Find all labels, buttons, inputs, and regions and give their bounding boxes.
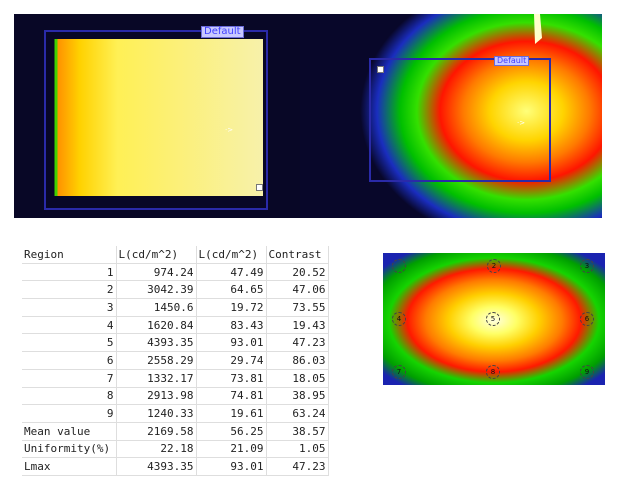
- heatmap-point-7[interactable]: 7: [392, 365, 406, 379]
- table-row: 5 4393.35 93.01 47.23: [22, 333, 329, 353]
- secondary-luminance-cell: 19.61: [196, 404, 267, 423]
- right-region-corner-marker[interactable]: [377, 66, 384, 73]
- uniform-luminance-panel: [55, 39, 263, 196]
- secondary-luminance-column-header: L(cd/m^2): [196, 246, 267, 264]
- table-row: 7 1332.17 73.81 18.05: [22, 369, 329, 388]
- region-cell: 2: [22, 280, 117, 300]
- luminance-cell: 2169.58: [116, 422, 197, 441]
- contrast-cell: 47.06: [266, 280, 329, 300]
- left-measurement-region[interactable]: [44, 30, 268, 210]
- region-column-header: Region: [22, 246, 117, 264]
- left-region-corner-marker[interactable]: [256, 184, 263, 191]
- region-cell: 8: [22, 387, 117, 406]
- table-row: 9 1240.33 19.61 63.24: [22, 404, 329, 423]
- secondary-luminance-cell: 19.72: [196, 298, 267, 317]
- contrast-cell: 1.05: [266, 440, 329, 459]
- region-cell: 5: [22, 333, 117, 353]
- region-cell: 6: [22, 351, 117, 370]
- secondary-luminance-cell: 93.01: [196, 333, 267, 353]
- contrast-cell: 18.05: [266, 369, 329, 388]
- contrast-cell: 20.52: [266, 263, 329, 282]
- bright-spot-artifact: [534, 14, 542, 44]
- secondary-luminance-cell: 74.81: [196, 387, 267, 406]
- luminance-heatmap: 2 3 4 5 6 7 8 9: [383, 253, 605, 385]
- left-center-marker: ·>: [225, 126, 233, 134]
- table-row: 3 1450.6 19.72 73.55: [22, 298, 329, 317]
- luminance-cell: 1332.17: [116, 369, 197, 388]
- contrast-cell: 19.43: [266, 316, 329, 335]
- luminance-cell: 2558.29: [116, 351, 197, 370]
- region-cell: 4: [22, 316, 117, 335]
- contrast-cell: 86.03: [266, 351, 329, 370]
- contrast-cell: 38.57: [266, 422, 329, 441]
- summary-label-cell: Uniformity(%): [22, 440, 117, 459]
- heatmap-point-6[interactable]: 6: [580, 312, 594, 326]
- secondary-luminance-cell: 21.09: [196, 440, 267, 459]
- contrast-column-header: Contrast: [266, 246, 329, 264]
- contrast-cell: 63.24: [266, 404, 329, 423]
- contrast-cell: 38.95: [266, 387, 329, 406]
- heatmap-point-1[interactable]: [392, 259, 406, 273]
- summary-label-cell: Mean value: [22, 422, 117, 441]
- luminance-capture-image: ·> ·> Default Default: [14, 14, 602, 218]
- right-measurement-region[interactable]: [369, 58, 551, 182]
- luminance-cell: 1240.33: [116, 404, 197, 423]
- heatmap-point-4[interactable]: 4: [392, 312, 406, 326]
- summary-label-cell: Lmax: [22, 457, 117, 476]
- secondary-luminance-cell: 56.25: [196, 422, 267, 441]
- left-region-label[interactable]: Default: [201, 26, 244, 38]
- luminance-cell: 1620.84: [116, 316, 197, 335]
- secondary-luminance-cell: 47.49: [196, 263, 267, 282]
- luminance-cell: 22.18: [116, 440, 197, 459]
- region-cell: 9: [22, 404, 117, 423]
- summary-row: Lmax 4393.35 93.01 47.23: [22, 457, 329, 476]
- luminance-cell: 2913.98: [116, 387, 197, 406]
- secondary-luminance-cell: 73.81: [196, 369, 267, 388]
- luminance-column-header: L(cd/m^2): [116, 246, 197, 264]
- heatmap-point-2[interactable]: 2: [487, 259, 501, 273]
- results-table-header: Region L(cd/m^2) L(cd/m^2) Contrast: [22, 246, 329, 264]
- table-row: 8 2913.98 74.81 38.95: [22, 387, 329, 406]
- table-row: 2 3042.39 64.65 47.06: [22, 280, 329, 300]
- luminance-cell: 974.24: [116, 263, 197, 282]
- capture-canvas: ·> ·>: [14, 14, 602, 218]
- region-cell: 7: [22, 369, 117, 388]
- contrast-cell: 73.55: [266, 298, 329, 317]
- table-row: 4 1620.84 83.43 19.43: [22, 316, 329, 335]
- table-row: 6 2558.29 29.74 86.03: [22, 351, 329, 370]
- secondary-luminance-cell: 93.01: [196, 457, 267, 476]
- heatmap-point-3[interactable]: 3: [580, 259, 594, 273]
- heatmap-point-5[interactable]: 5: [486, 312, 500, 326]
- table-row: 1 974.24 47.49 20.52: [22, 263, 329, 282]
- contrast-cell: 47.23: [266, 333, 329, 353]
- heatmap-point-9[interactable]: 9: [580, 365, 594, 379]
- secondary-luminance-cell: 64.65: [196, 280, 267, 300]
- region-cell: 1: [22, 263, 117, 282]
- luminance-cell: 4393.35: [116, 457, 197, 476]
- region-cell: 3: [22, 298, 117, 317]
- table-header-row: Region L(cd/m^2) L(cd/m^2) Contrast: [22, 246, 329, 264]
- luminance-cell: 3042.39: [116, 280, 197, 300]
- luminance-cell: 4393.35: [116, 333, 197, 353]
- luminance-cell: 1450.6: [116, 298, 197, 317]
- right-region-label[interactable]: Default: [494, 56, 530, 66]
- results-table: Region L(cd/m^2) L(cd/m^2) Contrast 1 974…: [22, 246, 329, 476]
- contrast-cell: 47.23: [266, 457, 329, 476]
- secondary-luminance-cell: 29.74: [196, 351, 267, 370]
- right-center-marker: ·>: [517, 119, 525, 127]
- results-table-body: 1 974.24 47.49 20.52 2 3042.39 64.65 47.06 3 14…: [22, 263, 329, 476]
- summary-row: Uniformity(%) 22.18 21.09 1.05: [22, 440, 329, 459]
- heatmap-point-8[interactable]: 8: [486, 365, 500, 379]
- secondary-luminance-cell: 83.43: [196, 316, 267, 335]
- heat-background-glow: [300, 14, 602, 218]
- summary-row: Mean value 2169.58 56.25 38.57: [22, 422, 329, 441]
